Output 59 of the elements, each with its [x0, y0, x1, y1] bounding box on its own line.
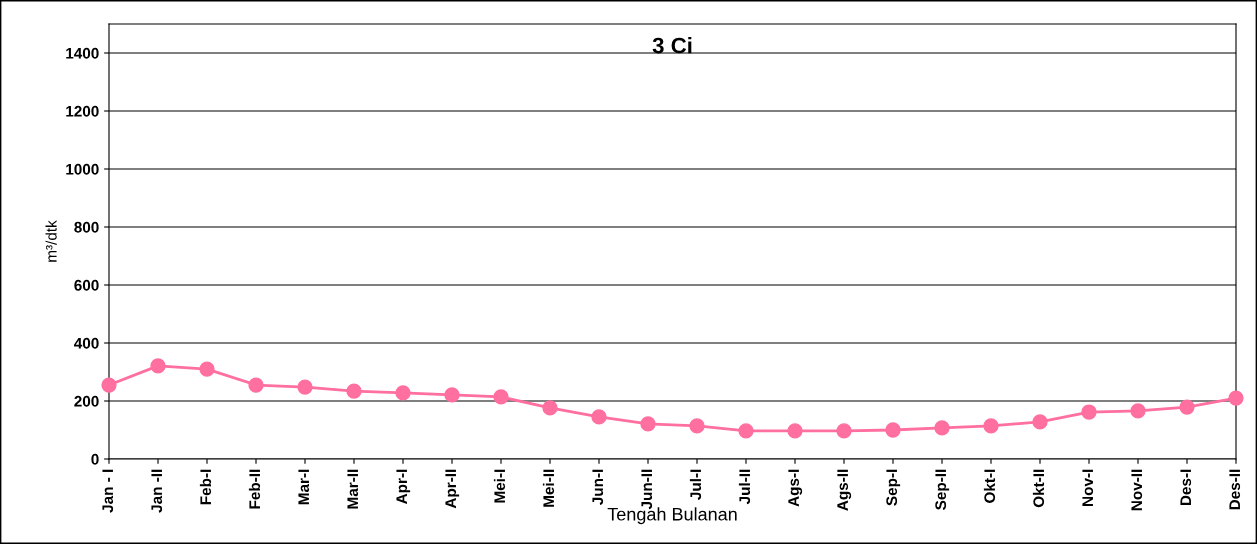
y-axis-title: m³/dtk [45, 220, 57, 262]
x-tick-label: Jul-I [689, 469, 702, 500]
point [591, 409, 607, 425]
point [1032, 414, 1048, 430]
x-tick-label: Mei-II [542, 469, 555, 507]
x-tick-label: Apr-II [445, 469, 460, 509]
y-tick-label: 600 [74, 279, 99, 291]
point [934, 420, 950, 436]
x-tick-label: Ags-II [837, 469, 852, 511]
point [444, 387, 460, 403]
point [346, 383, 362, 399]
point [787, 423, 803, 439]
y-tick-label: 0 [91, 453, 99, 465]
x-tick-label: Mei-I [493, 469, 506, 503]
point [248, 377, 264, 393]
x-tick-label: Jul-II [738, 469, 751, 505]
point [542, 400, 558, 416]
x-tick-label: Okt-I [983, 469, 996, 503]
x-tick-label: Ags-I [788, 469, 803, 507]
x-tick-label: Jan - I [102, 469, 114, 513]
x-tick-label: Feb-II [248, 469, 261, 509]
x-tick-label: Des-I [1180, 469, 1192, 506]
x-tick-label: Apr-I [396, 469, 411, 504]
y-tick-label: 200 [74, 395, 99, 407]
x-tick-label: Mar-II [347, 469, 359, 509]
point [836, 423, 852, 439]
x-tick-label: Jun-II [641, 469, 653, 510]
x-tick-label: Feb-I [199, 469, 212, 505]
x-tick-label: Nov-II [1131, 469, 1143, 511]
x-tick-label: Des-II [1229, 469, 1241, 510]
x-tick-label: Jan -II [151, 469, 163, 513]
point [983, 418, 999, 434]
point [199, 361, 215, 377]
point [1228, 390, 1244, 406]
chart-title: 3 Ci [652, 37, 692, 54]
point [297, 379, 313, 395]
point [493, 389, 509, 405]
x-axis-title: Tengah Bulanan [607, 507, 737, 525]
point [640, 416, 656, 432]
x-tick-label: Nov-I [1082, 469, 1094, 506]
point [1179, 399, 1195, 415]
point [738, 423, 754, 439]
x-tick-label: Sep-II [935, 469, 950, 510]
x-tick-label: Okt-II [1032, 469, 1045, 508]
point [101, 377, 117, 393]
y-tick-label: 800 [74, 221, 99, 233]
y-tick-label: 1000 [66, 163, 99, 175]
point [395, 385, 411, 401]
point [885, 422, 901, 438]
point [150, 358, 166, 374]
point [689, 418, 705, 434]
point [1130, 403, 1146, 419]
y-tick-label: 400 [74, 337, 99, 349]
y-tick-label: 1200 [66, 105, 99, 117]
x-tick-label: Mar-I [298, 469, 310, 505]
y-tick-label: 1400 [66, 47, 99, 59]
x-tick-label: Jun-I [592, 469, 604, 505]
x-tick-label: Sep-I [886, 469, 901, 506]
point [1081, 404, 1097, 420]
